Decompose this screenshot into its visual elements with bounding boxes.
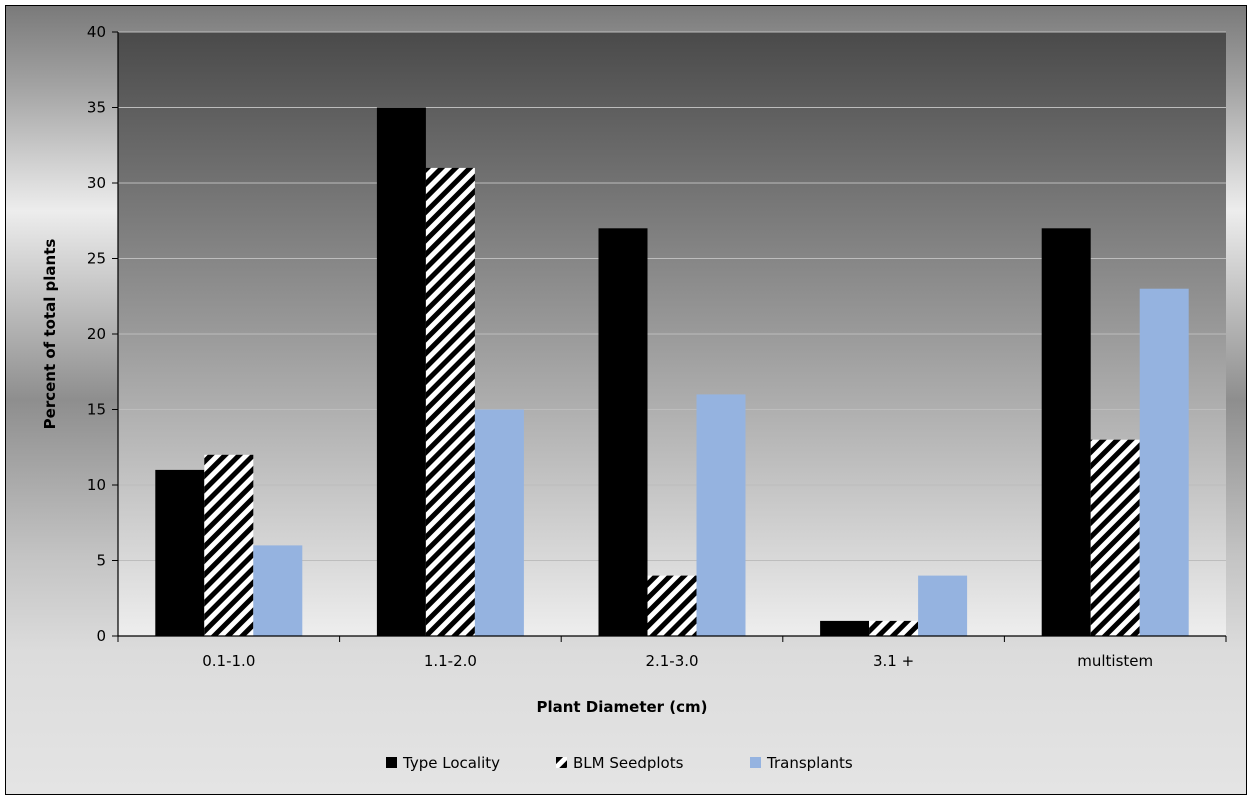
bar-blm-seedplots-3-1: [869, 620, 919, 636]
y-tick-label-40: 40: [87, 23, 106, 41]
bar-type-locality-0-1-1-0: [155, 469, 205, 636]
bar-blm-seedplots-1-1-2-0: [425, 167, 475, 636]
y-axis-title: Percent of total plants: [41, 239, 59, 430]
y-tick-label-20: 20: [87, 325, 106, 343]
y-tick-label-10: 10: [87, 476, 106, 494]
bar-type-locality-1-1-2-0: [376, 107, 426, 636]
bar-type-locality-multistem: [1041, 228, 1091, 637]
x-tick-label-3-1: 3.1 +: [873, 652, 914, 670]
bar-transplants-multistem: [1139, 288, 1189, 636]
y-tick-label-30: 30: [87, 174, 106, 192]
y-tick-label-35: 35: [87, 99, 106, 117]
bar-transplants-2-1-3-0: [696, 394, 746, 636]
y-tick-label-25: 25: [87, 250, 106, 268]
legend-label-transplants: Transplants: [766, 754, 853, 772]
x-tick-label-0-1-1-0: 0.1-1.0: [202, 652, 255, 670]
legend-swatch-type-locality: [386, 757, 397, 768]
legend-label-type-locality: Type Locality: [402, 754, 500, 772]
bar-transplants-1-1-2-0: [474, 409, 524, 636]
y-tick-label-15: 15: [87, 401, 106, 419]
axes: [112, 31, 1227, 642]
bar-blm-seedplots-0-1-1-0: [204, 454, 254, 636]
legend: Type Locality BLM Seedplots Transplants: [386, 754, 853, 772]
x-tick-label-1-1-2-0: 1.1-2.0: [424, 652, 477, 670]
x-tick-label-multistem: multistem: [1077, 652, 1153, 670]
bar-transplants-0-1-1-0: [253, 545, 303, 636]
y-tick-label-0: 0: [96, 627, 106, 645]
bars: [155, 107, 1189, 637]
legend-label-blm-seedplots: BLM Seedplots: [573, 754, 684, 772]
x-tick-label-2-1-3-0: 2.1-3.0: [645, 652, 698, 670]
legend-swatch-transplants: [750, 757, 761, 768]
bar-transplants-3-1: [918, 575, 968, 636]
gridlines: [118, 31, 1226, 561]
bar-type-locality-2-1-3-0: [598, 228, 648, 637]
x-axis-title: Plant Diameter (cm): [536, 698, 707, 716]
y-tick-label-5: 5: [96, 552, 106, 570]
chart-frame: 0 5 10 15 20 25 30 35 40 0.1-1.0 1.1-2.0 2.1-3.0 3.1…: [5, 5, 1247, 795]
bar-blm-seedplots-2-1-3-0: [647, 575, 697, 636]
bar-chart: 0 5 10 15 20 25 30 35 40 0.1-1.0 1.1-2.0 2.1-3.0 3.1…: [41, 23, 1227, 772]
tick-labels: 0 5 10 15 20 25 30 35 40 0.1-1.0 1.1-2.0 2.1-3.0 3.1…: [87, 23, 1153, 670]
legend-swatch-blm-seedplots: [556, 757, 567, 768]
bar-blm-seedplots-multistem: [1090, 439, 1140, 636]
bar-type-locality-3-1: [820, 620, 870, 636]
